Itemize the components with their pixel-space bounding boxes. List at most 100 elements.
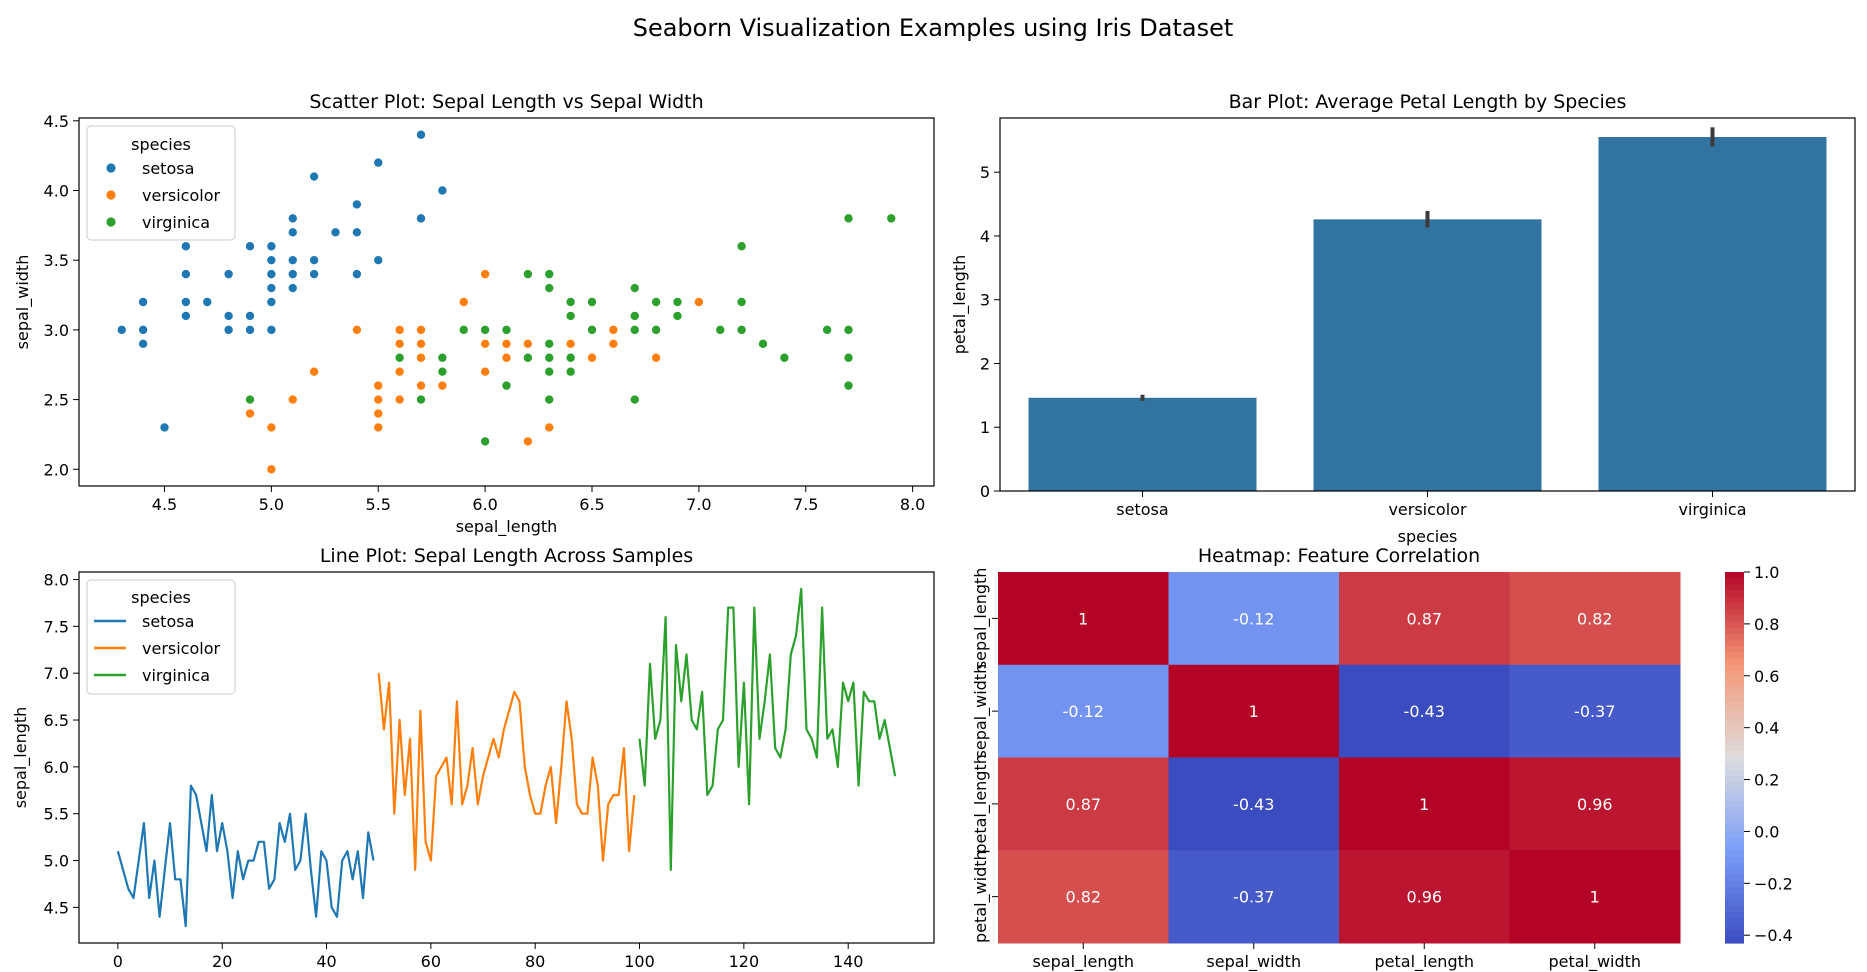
colorbar-segment bbox=[1725, 757, 1744, 765]
heatmap-cell-label: 1 bbox=[1078, 609, 1088, 628]
y-tick-label: 3 bbox=[980, 291, 990, 310]
scatter-point-virginica bbox=[651, 324, 662, 335]
colorbar-segment bbox=[1725, 609, 1744, 616]
x-tick-label: setosa bbox=[1116, 500, 1168, 519]
bar-setosa bbox=[1028, 397, 1257, 491]
heatmap-cell-label: -0.12 bbox=[1063, 702, 1104, 721]
scatter-point-virginica bbox=[629, 283, 640, 294]
colorbar-segment bbox=[1725, 782, 1744, 790]
scatter-point-setosa bbox=[202, 296, 213, 307]
x-tick-label: 0 bbox=[113, 952, 123, 971]
y-tick-label: 6.5 bbox=[44, 711, 69, 730]
colorbar-segment bbox=[1725, 572, 1744, 579]
scatter-point-virginica bbox=[843, 352, 854, 363]
colorbar-segment bbox=[1725, 633, 1744, 641]
scatter-point-versicolor bbox=[394, 366, 405, 377]
scatter-point-setosa bbox=[266, 324, 277, 335]
scatter-point-virginica bbox=[629, 310, 640, 321]
scatter-point-versicolor bbox=[373, 408, 384, 419]
y-tick-label: 5.5 bbox=[44, 805, 69, 824]
scatter-point-virginica bbox=[822, 324, 833, 335]
scatter-point-virginica bbox=[458, 324, 469, 335]
heatmap-cell bbox=[1339, 664, 1510, 758]
heatmap-cell bbox=[1339, 572, 1510, 666]
colorbar-segment bbox=[1725, 837, 1744, 845]
x-tick-label: 6.5 bbox=[579, 495, 604, 514]
scatter-point-versicolor bbox=[480, 269, 491, 280]
x-tick-label: 40 bbox=[316, 952, 336, 971]
scatter-point-virginica bbox=[244, 394, 255, 405]
scatter-point-virginica bbox=[779, 352, 790, 363]
x-axis-label: sepal_length bbox=[456, 517, 558, 537]
scatter-point-setosa bbox=[373, 255, 384, 266]
scatter-point-versicolor bbox=[522, 436, 533, 447]
scatter-point-virginica bbox=[843, 324, 854, 335]
colorbar-segment bbox=[1725, 806, 1744, 814]
colorbar-segment bbox=[1725, 813, 1744, 820]
heatmap-cell-label: 1 bbox=[1249, 702, 1259, 721]
y-tick-label: 2.5 bbox=[44, 391, 69, 410]
y-tick-label: 4 bbox=[980, 227, 990, 246]
y-tick-label: 3.0 bbox=[44, 321, 69, 340]
colorbar-segment bbox=[1725, 751, 1744, 759]
y-tick-label: 5 bbox=[980, 163, 990, 182]
y-tick-label: 2 bbox=[980, 354, 990, 373]
colorbar-tick-label: −0.2 bbox=[1754, 874, 1793, 893]
colorbar-segment bbox=[1725, 664, 1744, 672]
scatter-point-versicolor bbox=[651, 352, 662, 363]
scatter-point-virginica bbox=[715, 324, 726, 335]
scatter-point-virginica bbox=[758, 338, 769, 349]
heatmap-cell bbox=[1509, 572, 1681, 666]
colorbar-tick-label: 0.6 bbox=[1754, 667, 1779, 686]
scatter-point-virginica bbox=[501, 324, 512, 335]
scatter-point-versicolor bbox=[480, 338, 491, 349]
scatter-point-versicolor bbox=[266, 464, 277, 475]
colorbar-segment bbox=[1725, 930, 1744, 938]
heatmap-col-label: sepal_width bbox=[1206, 952, 1301, 972]
bar-virginica bbox=[1598, 137, 1827, 492]
y-axis-label: sepal_length bbox=[11, 707, 31, 809]
colorbar-segment bbox=[1725, 831, 1744, 839]
heatmap-cell bbox=[998, 664, 1169, 758]
x-tick-label: 5.0 bbox=[259, 495, 284, 514]
colorbar-segment bbox=[1725, 763, 1744, 771]
legend-marker-setosa bbox=[106, 163, 116, 173]
scatter-point-virginica bbox=[565, 352, 576, 363]
heatmap-cell-label: 0.87 bbox=[1406, 609, 1442, 628]
x-tick-label: versicolor bbox=[1388, 500, 1466, 519]
heatmap-cell bbox=[1168, 757, 1340, 851]
x-tick-label: 60 bbox=[421, 952, 441, 971]
scatter-point-versicolor bbox=[373, 422, 384, 433]
scatter-point-virginica bbox=[544, 394, 555, 405]
colorbar-segment bbox=[1725, 794, 1744, 802]
x-tick-label: 7.5 bbox=[793, 495, 818, 514]
scatter-point-setosa bbox=[138, 338, 149, 349]
scatter-point-setosa bbox=[351, 227, 362, 238]
line-title: Line Plot: Sepal Length Across Samples bbox=[320, 545, 693, 567]
scatter-point-setosa bbox=[351, 199, 362, 210]
scatter-point-setosa bbox=[116, 324, 127, 335]
scatter-point-setosa bbox=[138, 324, 149, 335]
colorbar-segment bbox=[1725, 819, 1744, 827]
colorbar-segment bbox=[1725, 788, 1744, 796]
scatter-point-setosa bbox=[244, 324, 255, 335]
colorbar-segment bbox=[1725, 881, 1744, 888]
scatter-point-versicolor bbox=[544, 422, 555, 433]
scatter-point-versicolor bbox=[480, 366, 491, 377]
heatmap-cell-label: -0.37 bbox=[1233, 888, 1274, 907]
scatter-point-setosa bbox=[138, 296, 149, 307]
y-axis-label: sepal_width bbox=[13, 255, 33, 350]
figure-title: Seaborn Visualization Examples using Iri… bbox=[633, 14, 1234, 42]
x-tick-label: 8.0 bbox=[900, 495, 925, 514]
heatmap-cell bbox=[1168, 850, 1340, 944]
heatmap-cell-label: -0.37 bbox=[1574, 702, 1615, 721]
colorbar-segment bbox=[1725, 701, 1744, 709]
colorbar-segment bbox=[1725, 738, 1744, 746]
scatter-point-virginica bbox=[544, 283, 555, 294]
colorbar-segment bbox=[1725, 627, 1744, 635]
scatter-panel: Scatter Plot: Sepal Length vs Sepal Widt… bbox=[13, 91, 935, 537]
heatmap-cell bbox=[998, 572, 1169, 666]
scatter-point-setosa bbox=[309, 269, 320, 280]
scatter-point-virginica bbox=[501, 380, 512, 391]
